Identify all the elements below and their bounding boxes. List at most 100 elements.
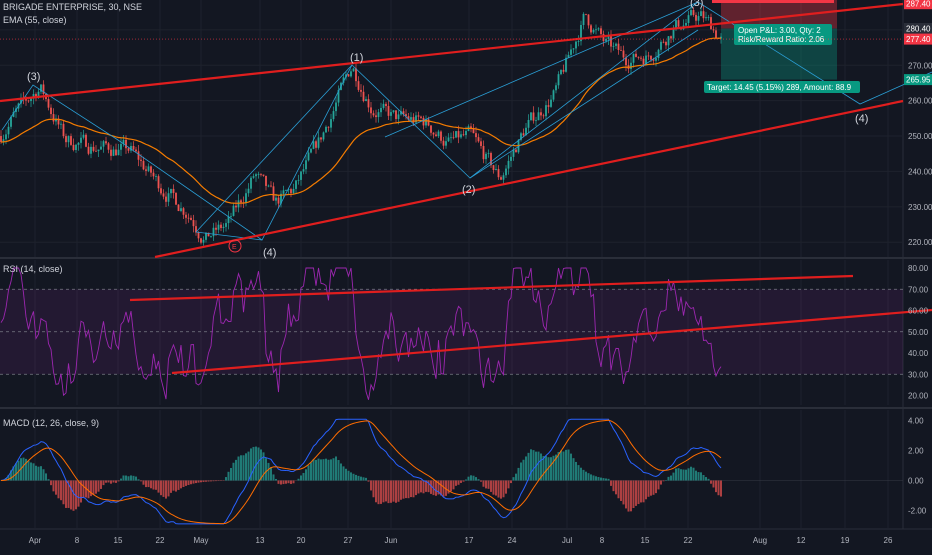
macd-hist-bar — [420, 481, 422, 493]
rsi-tick-label: 80.00 — [908, 264, 929, 273]
candle — [210, 236, 212, 238]
price-axis-tag-label: 287.40 — [906, 0, 931, 9]
macd-hist-bar — [703, 475, 705, 481]
candle-body — [658, 50, 660, 58]
candle — [80, 132, 82, 148]
candle-body — [378, 112, 380, 117]
candle — [595, 25, 597, 35]
macd-hist-bar — [655, 481, 657, 494]
macd-hist-bar — [150, 481, 152, 489]
wave-label: (4) — [855, 113, 868, 125]
candle — [573, 48, 575, 53]
macd-hist-bar — [335, 456, 337, 480]
candle-body — [115, 150, 117, 156]
candle — [560, 69, 562, 75]
macd-hist-bar — [338, 460, 340, 480]
rsi-legend: RSI (14, close) — [3, 264, 63, 274]
candle-body — [565, 58, 567, 72]
candle — [715, 27, 717, 39]
macd-hist-bar — [613, 481, 615, 492]
candle — [323, 132, 325, 142]
candle-body — [50, 108, 52, 114]
candle — [373, 110, 375, 117]
macd-hist-bar — [680, 469, 682, 480]
candle — [648, 52, 650, 60]
macd-hist-bar — [698, 472, 700, 480]
candle — [88, 143, 90, 155]
time-tick-label: Apr — [29, 536, 42, 545]
macd-hist-bar — [415, 481, 417, 496]
macd-hist-bar — [315, 460, 317, 481]
candle-body — [105, 141, 107, 143]
candle — [355, 63, 357, 87]
candle-body — [540, 112, 542, 115]
candle-body — [455, 131, 457, 137]
candle-body — [270, 186, 272, 187]
candle-body — [178, 205, 180, 211]
candle — [548, 99, 550, 113]
macd-hist-bar — [705, 477, 707, 480]
macd-hist-bar — [33, 463, 35, 480]
macd-hist-bar — [563, 452, 565, 481]
candle-body — [63, 124, 65, 136]
candle — [113, 146, 115, 156]
candle — [313, 135, 315, 149]
candle — [350, 69, 352, 77]
candle — [608, 32, 610, 45]
candle — [358, 76, 360, 92]
candle-body — [170, 189, 172, 193]
candle-body — [328, 127, 330, 128]
candle — [90, 144, 92, 158]
candle — [663, 39, 665, 43]
candle-body — [530, 112, 532, 120]
candle — [535, 117, 537, 126]
candle — [285, 190, 287, 191]
macd-hist-bar — [105, 481, 107, 483]
price-tick-label: 250.00 — [908, 132, 932, 141]
candle-body — [583, 14, 585, 25]
candle — [270, 181, 272, 187]
candle-body — [110, 150, 112, 156]
candle-body — [418, 115, 420, 116]
macd-hist-bar — [215, 481, 217, 482]
candle-body — [550, 100, 552, 107]
macd-hist-bar — [668, 477, 670, 481]
candle-body — [578, 41, 580, 42]
candle-body — [283, 190, 285, 194]
candle — [433, 132, 435, 138]
candle — [53, 108, 55, 124]
candle-body — [615, 44, 617, 46]
macd-hist-bar — [565, 450, 567, 481]
macd-hist-bar — [583, 470, 585, 481]
candle-body — [708, 17, 710, 18]
candle-body — [323, 132, 325, 139]
macd-hist-bar — [260, 449, 262, 480]
candle-body — [490, 153, 492, 165]
candle-body — [200, 238, 202, 242]
macd-hist-bar — [530, 449, 532, 480]
candle-body — [135, 150, 137, 152]
macd-hist-bar — [573, 458, 575, 480]
rsi-tick-label: 20.00 — [908, 392, 929, 401]
candle-body — [350, 71, 352, 76]
macd-hist-bar — [325, 459, 327, 481]
macd-hist-bar — [398, 481, 400, 502]
candle — [318, 131, 320, 149]
candle-body — [523, 133, 525, 135]
candle-body — [278, 198, 280, 204]
candle — [453, 131, 455, 139]
macd-hist-bar — [355, 475, 357, 481]
candle-body — [48, 99, 50, 108]
candle — [705, 12, 707, 21]
candle — [685, 19, 687, 26]
macd-hist-bar — [123, 475, 125, 480]
macd-hist-bar — [518, 468, 520, 481]
candle — [360, 84, 362, 97]
candle — [455, 131, 457, 138]
time-tick-label: Jun — [385, 536, 398, 545]
candle-body — [90, 147, 92, 154]
candle — [220, 222, 222, 231]
signal-line — [1, 420, 721, 523]
